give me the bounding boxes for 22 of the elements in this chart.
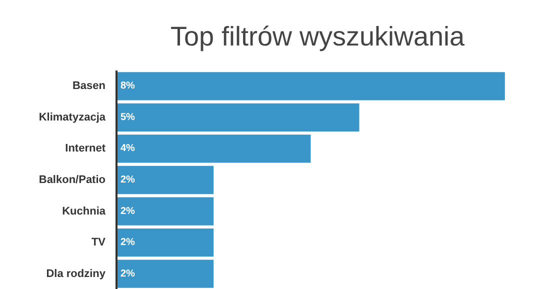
data-label: 2% xyxy=(120,174,136,186)
chart-title: Top filtrów wyszukiwania xyxy=(170,22,466,52)
y-tick-label: Balkon/Patio xyxy=(38,174,106,186)
y-tick-label: Dla rodziny xyxy=(46,268,106,280)
bar xyxy=(116,260,214,288)
y-tick-label: Kuchnia xyxy=(62,205,106,218)
data-label: 4% xyxy=(120,143,136,154)
data-label: 5% xyxy=(120,112,136,123)
bar xyxy=(116,72,505,100)
bar xyxy=(116,197,214,226)
y-tick-label: Basen xyxy=(72,80,106,92)
data-label: 2% xyxy=(120,206,136,217)
bar xyxy=(116,103,360,132)
data-label: 8% xyxy=(120,80,136,92)
y-tick-label: TV xyxy=(91,236,106,249)
y-tick-label: Klimatyzacja xyxy=(38,111,106,124)
bar xyxy=(116,228,214,257)
data-label: 2% xyxy=(120,237,136,248)
bar xyxy=(116,166,214,194)
data-label: 2% xyxy=(120,268,136,280)
bar xyxy=(116,134,311,163)
y-tick-label: Internet xyxy=(65,142,106,155)
